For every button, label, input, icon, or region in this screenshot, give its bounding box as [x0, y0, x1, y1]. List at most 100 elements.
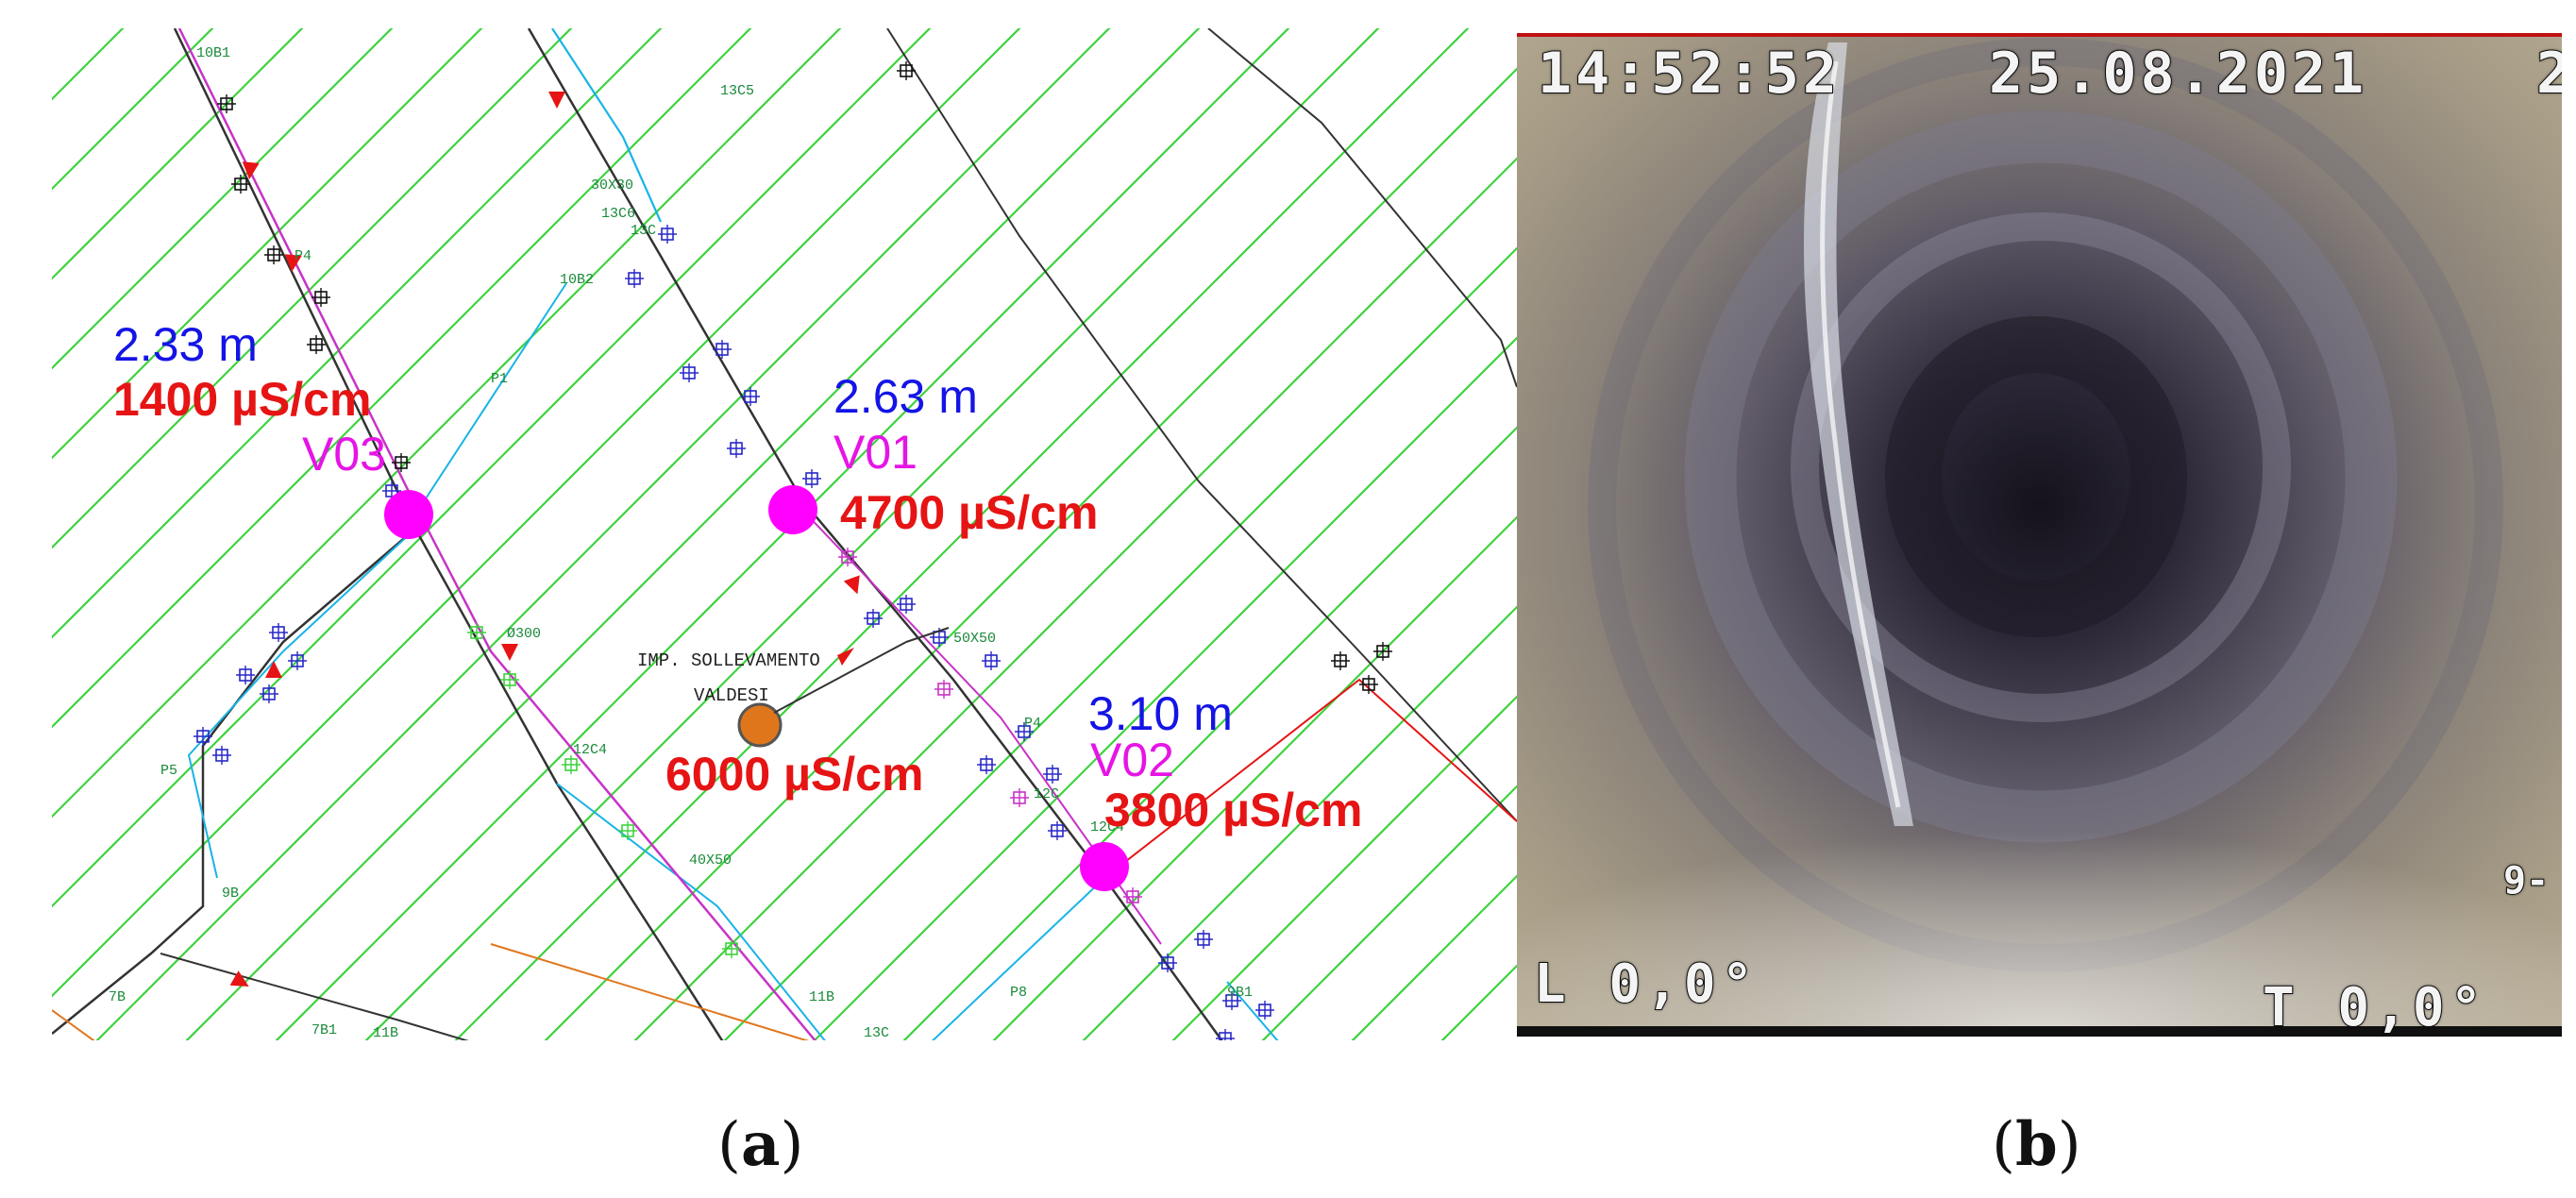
pipe-label: 13C5	[720, 83, 754, 99]
well-marker-v02[interactable]	[1080, 842, 1129, 891]
pumping-station-arrow	[837, 648, 854, 666]
pipe-segment	[886, 28, 1517, 822]
pipe-segment	[551, 28, 663, 223]
manhole-icon	[1373, 642, 1392, 661]
manhole-icon	[977, 755, 996, 774]
manhole-icon	[194, 727, 212, 746]
pumping-station-marker[interactable]	[737, 702, 783, 748]
pipe-segment	[177, 28, 817, 1040]
manhole-icon	[680, 363, 699, 382]
pipe-interior-view	[1517, 33, 2562, 1037]
manhole-icon	[231, 175, 250, 194]
manhole-icon	[625, 269, 644, 288]
well-depth-v01: 2.63 m	[833, 370, 978, 423]
manhole-icon	[934, 680, 953, 699]
manhole-icon	[802, 469, 821, 488]
manhole-icon	[1331, 651, 1350, 670]
well-depth-v03: 2.33 m	[113, 318, 258, 371]
caption-close: )	[2057, 1110, 2081, 1180]
hatch-line	[364, 28, 1380, 1040]
pipe-segment	[1207, 28, 1517, 388]
hatch-line	[1351, 874, 1517, 1040]
caption-close: )	[780, 1110, 804, 1180]
manhole-icon	[897, 595, 916, 614]
hatch-line	[52, 28, 214, 191]
pipe-network	[52, 28, 1517, 1040]
well-marker-v03[interactable]	[384, 490, 433, 539]
manhole-icon	[1255, 1001, 1274, 1020]
pipe-segment	[52, 1009, 95, 1040]
well-name-v01: V01	[833, 426, 918, 479]
pumping-station-place: VALDESI	[694, 685, 769, 706]
manhole-icon	[838, 548, 857, 566]
sewer-network-map: 10B113C513C613CP410B2P130X3050X50Ø300P41…	[52, 28, 1517, 1041]
hatch-line	[52, 28, 1021, 998]
pipe-label: 12C4	[1090, 819, 1124, 835]
hatch-line	[902, 426, 1517, 1040]
osd-side-fragment: 9-	[2502, 858, 2550, 903]
manhole-icon	[562, 755, 581, 774]
hatch-line	[52, 28, 394, 370]
hatch-line	[52, 28, 483, 460]
pipe-segment	[527, 28, 1223, 1040]
pipe-label: P8	[1010, 985, 1027, 1001]
manhole-icon	[1048, 821, 1067, 840]
manhole-icon	[713, 340, 732, 359]
hatch-line	[1440, 964, 1517, 1040]
flow-arrow-icon	[284, 254, 302, 272]
pipe-segment	[187, 528, 416, 879]
pipe-label: 13C6	[601, 206, 635, 222]
flow-arrow-icon	[265, 661, 282, 678]
manhole-symbols	[194, 61, 1392, 1040]
caption-panel-b: (b)	[1992, 1109, 2081, 1180]
hatch-line	[52, 28, 663, 639]
hatch-line	[1171, 695, 1517, 1040]
manhole-icon	[264, 245, 283, 264]
well-conductivity-v02: 3800 µS/cm	[1104, 784, 1362, 836]
pipe-label: P1	[491, 371, 508, 387]
manhole-icon	[500, 670, 519, 689]
flow-direction-arrows	[229, 92, 860, 987]
pipe-label: 11B	[373, 1025, 398, 1041]
pipe-label: 10B2	[560, 272, 594, 288]
well-depth-v02: 3.10 m	[1088, 687, 1233, 740]
manhole-icon	[722, 939, 741, 958]
manhole-icon	[1015, 722, 1034, 741]
osd-time: 14:52:52	[1537, 40, 1841, 108]
flow-arrow-icon	[548, 92, 565, 109]
manhole-icon	[897, 61, 916, 80]
pumping-station-name: IMP. SOLLEVAMENTO	[637, 650, 820, 671]
pipe-segment	[414, 282, 567, 515]
cctv-pipe-inspection-frame: 14:52:52 25.08.2021 2 L 0,0° T 0,0° 9-	[1517, 33, 2562, 1037]
water-trickle	[1803, 42, 1913, 826]
manhole-icon	[212, 746, 231, 765]
hatch-line	[52, 28, 752, 729]
hatch-line	[633, 157, 1517, 1040]
pipe-label: 30X30	[591, 177, 633, 194]
water-flow-bottom	[1517, 694, 2562, 1037]
pipe-label: 40X50	[689, 852, 732, 869]
well-name-v03: V03	[302, 428, 386, 481]
pipe-label: 13C	[631, 223, 656, 239]
osd-date-fragment: 2	[2535, 40, 2562, 108]
well-marker-v01[interactable]	[768, 485, 817, 534]
manhole-icon	[467, 623, 486, 642]
manhole-icon	[727, 439, 746, 458]
osd-tilt-angle: T 0,0°	[2262, 976, 2488, 1037]
flow-arrow-icon	[242, 161, 260, 179]
pumping-station-leader	[773, 641, 907, 714]
pipe-label: 12C	[1034, 786, 1059, 802]
flow-arrow-icon	[843, 575, 860, 595]
manhole-icon	[1222, 991, 1241, 1010]
hatch-line	[52, 28, 573, 549]
osd-top-edge	[1517, 33, 2562, 37]
hatch-line	[185, 28, 1201, 1040]
manhole-icon	[618, 821, 637, 840]
osd-date: 25.08.2021	[1988, 40, 2368, 108]
manhole-icon	[864, 609, 883, 628]
hatch-line	[52, 28, 842, 818]
pipe-labels: 10B113C513C613CP410B2P130X3050X50Ø300P41…	[109, 45, 1253, 1041]
flow-arrow-icon	[229, 970, 249, 987]
pipe-label: P4	[1024, 716, 1041, 732]
manhole-icon	[260, 684, 278, 703]
